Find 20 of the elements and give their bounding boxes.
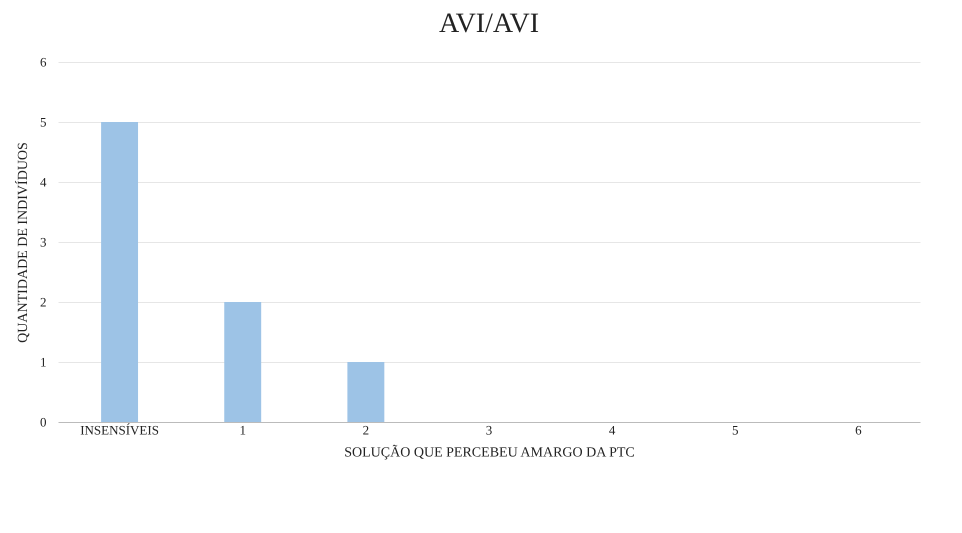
x-tick-label: 6 <box>855 422 862 438</box>
y-tick-label: 3 <box>40 234 46 250</box>
y-tick-label: 1 <box>40 354 46 370</box>
y-tick-label: 5 <box>40 114 46 130</box>
bar <box>224 302 262 422</box>
chart-title: AVI/AVI <box>438 8 540 39</box>
y-tick-label: 0 <box>40 414 46 430</box>
y-axis-title: QUANTIDADE DE INDIVÍDUOS <box>14 142 31 343</box>
bar <box>347 362 384 422</box>
x-tick-label: 3 <box>486 422 492 438</box>
x-tick-label: 2 <box>362 422 370 438</box>
x-tick-label: 1 <box>239 422 246 438</box>
x-tick-label: INSENSÍVEIS <box>80 422 159 438</box>
x-tick-label: 5 <box>732 422 739 438</box>
x-tick-label: 4 <box>608 422 616 438</box>
x-axis-title: SOLUÇÃO QUE PERCEBEU AMARGO DA PTC <box>344 444 635 460</box>
y-tick-label: 2 <box>40 294 46 310</box>
y-tick-label: 6 <box>40 54 47 70</box>
y-tick-label: 4 <box>40 174 47 190</box>
bar <box>101 122 138 422</box>
